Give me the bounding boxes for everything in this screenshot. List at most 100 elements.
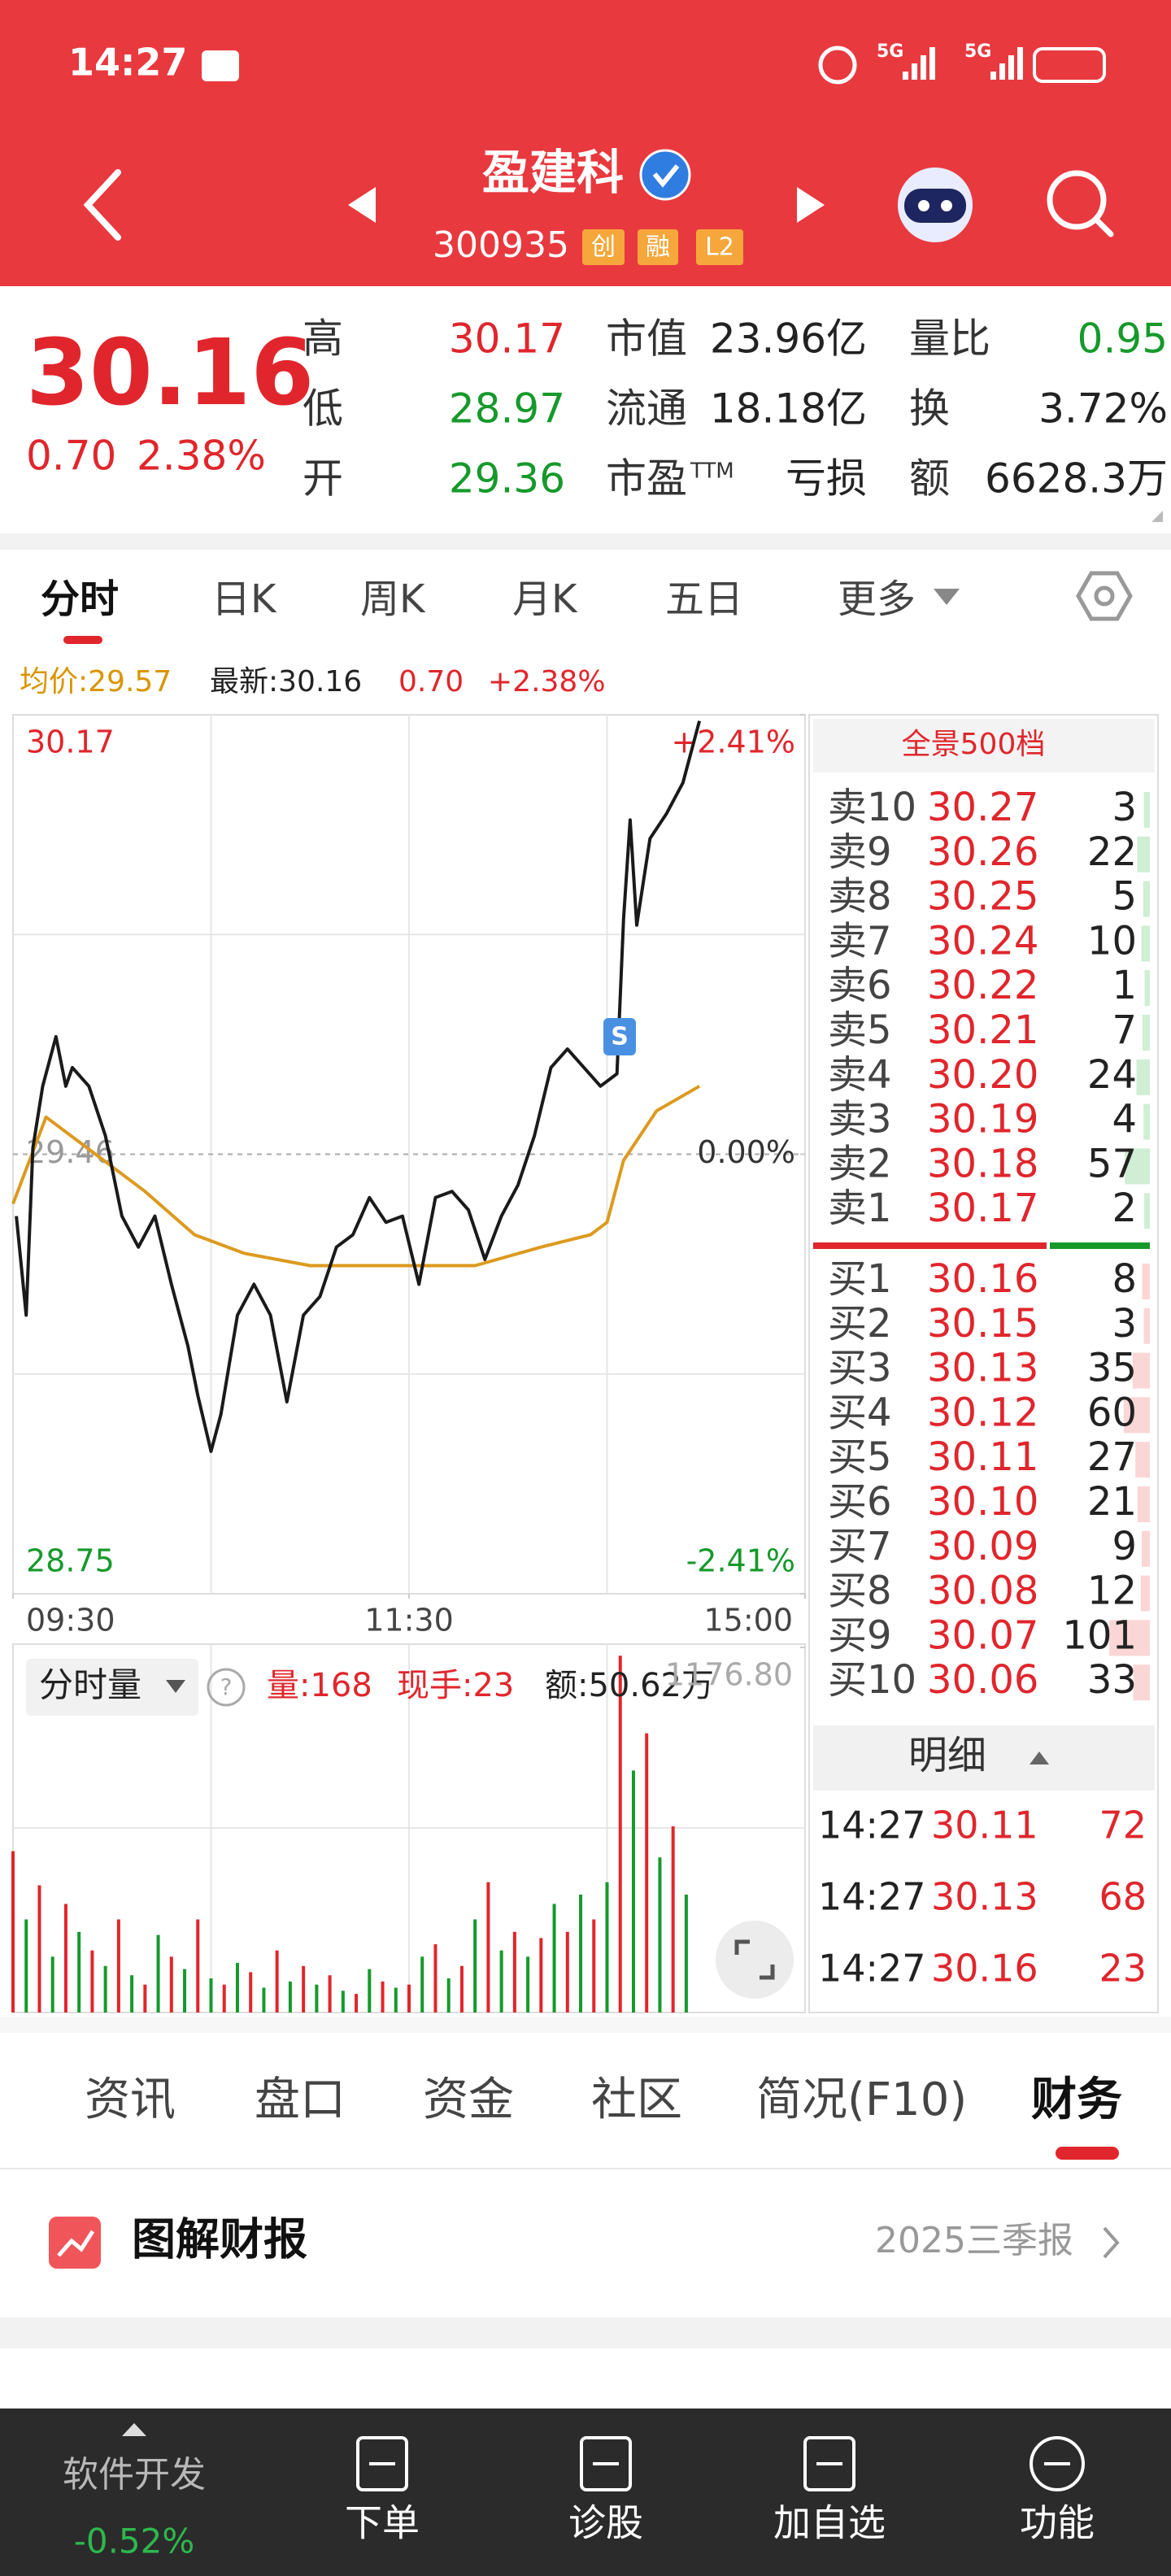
stat-label: 量比 [909,315,990,363]
fullscreen-arrow [760,1965,775,1980]
volume-bar [77,1931,81,2012]
volume-bar [130,1975,134,2012]
report-title[interactable]: 图解财报 [132,2214,307,2265]
chart-tab[interactable]: 更多 [838,577,916,622]
nav-item[interactable]: 诊股 [568,2501,643,2545]
volume-bar [394,1987,398,2012]
stat-label: 市盈 [606,455,687,503]
level-label: 买3 [828,1346,892,1391]
signal-bar [921,55,926,80]
order-book-title[interactable]: 全景500档 [902,728,1046,761]
chart-tab[interactable]: 周K [360,577,426,622]
stat-label: 额 [909,455,950,503]
signal-label[interactable]: S [611,1023,629,1051]
y-tick-label: 1176.80 [665,1657,793,1693]
y2-tick-label: -2.41% [686,1543,795,1579]
section-tab[interactable]: 财务 [1031,2073,1122,2126]
section-tab-indicator [1056,2147,1119,2160]
stat-value: 亏损 [786,455,867,503]
volume-bar [1133,1664,1150,1701]
stat-label: 换 [909,385,950,433]
assistant-eye [941,200,952,211]
volume-bar [315,1984,319,2012]
prev-stock[interactable] [348,187,376,223]
fullscreen-button[interactable] [716,1921,794,1999]
stat-value: 23.96亿 [710,315,867,363]
help-icon[interactable] [207,1668,246,1707]
level-volume: 12 [1087,1569,1137,1614]
section-tab[interactable]: 资金 [423,2073,514,2126]
nav-item[interactable]: 下单 [345,2501,420,2545]
section-tab[interactable]: 社区 [591,2073,682,2126]
report-period[interactable]: 2025三季报 [875,2220,1073,2261]
section-tab[interactable]: 简况(F10) [756,2073,967,2126]
separator [0,2317,1171,2348]
level-volume: 2 [1112,1186,1137,1231]
volume-bar [341,1991,345,2012]
level-price: 30.17 [927,1186,1038,1231]
signal-bar [912,63,917,80]
level-price: 30.11 [927,1434,1038,1480]
index-name[interactable]: 软件开发 [63,2454,206,2496]
chart-tab[interactable]: 分时 [41,577,119,622]
stat-value: 3.72% [1038,385,1168,433]
last-volume-label: 现手:23 [397,1667,514,1704]
chart-tab[interactable]: 五日 [665,577,743,622]
volume-bar [143,1984,147,2012]
help-icon-mark: ? [220,1673,233,1700]
info-change: 0.70 [398,665,464,698]
average-line [11,1085,701,1268]
level-price: 30.07 [927,1612,1038,1658]
volume-bar [1109,1620,1150,1656]
amount-label: 额:50.62万 [545,1667,714,1704]
detail-arrow [1030,1751,1049,1764]
chart-tab[interactable]: 月K [512,577,578,622]
section-tab[interactable]: 盘口 [255,2073,346,2126]
section-tab[interactable]: 资讯 [85,2073,176,2126]
volume-title[interactable]: 分时量 [39,1665,141,1705]
volume-bar [1137,1486,1150,1522]
nav-icon [356,2436,408,2491]
stat-value: 30.17 [449,315,565,363]
stat-value: 6628.3万 [985,455,1168,503]
chart-tab[interactable]: 日K [211,577,277,622]
badge [582,229,625,265]
volume-title-box [26,1659,198,1716]
nav-item[interactable]: 功能 [1020,2501,1095,2545]
volume-bar [116,1919,120,2012]
stat-label-note: TTM [690,459,734,484]
trade-volume: 72 [1099,1804,1147,1847]
volume-bar [446,1978,451,2012]
back-button[interactable] [83,169,121,241]
detail-header [813,1725,1155,1791]
level-label: 卖8 [828,874,892,920]
volume-bar [605,1882,609,2012]
verified-check [652,164,680,188]
volume-bar [658,1857,662,2012]
search-icon[interactable] [1047,170,1107,230]
level-label: 买8 [828,1569,892,1614]
signal-bar [999,63,1005,80]
index-arrow [122,2423,146,2436]
trade-time: 14:27 [818,1875,926,1919]
volume-bar [526,1956,530,2012]
nav-item[interactable]: 加自选 [773,2501,886,2545]
volume-bar [368,1969,372,2012]
settings-icon[interactable] [1076,571,1133,621]
volume-bar [592,1919,596,2012]
nav-icon [580,2436,632,2491]
next-stock[interactable] [797,187,825,223]
level-label: 买4 [828,1390,892,1435]
level-label: 卖10 [828,785,916,830]
volume-bar [1141,925,1150,962]
level-volume: 27 [1087,1434,1137,1480]
level-label: 卖7 [828,918,892,964]
volume-bar [196,1919,200,2012]
x-tick-label: 11:30 [364,1603,454,1638]
signal-bar [1008,55,1014,80]
stat-value: 0.95 [1077,315,1168,363]
detail-title[interactable]: 明细 [908,1733,986,1778]
badge [696,229,743,265]
